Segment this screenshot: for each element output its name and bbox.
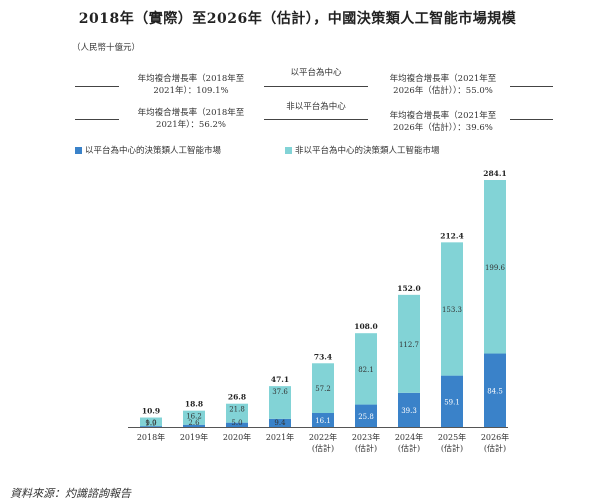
bar-platform — [226, 422, 248, 427]
cagr-rule — [264, 86, 368, 87]
cagr-rule — [510, 86, 553, 87]
data-label-total: 284.1 — [483, 169, 507, 178]
data-label-total: 10.9 — [142, 407, 160, 416]
category-label: (估計) — [355, 443, 377, 453]
category-label: 2023年 — [352, 432, 380, 442]
legend-label-platform: 以平台為中心的決策類人工智能市場 — [85, 146, 222, 156]
data-label-nonplatform: 21.8 — [229, 406, 245, 414]
bar-platform — [312, 413, 334, 427]
bar-platform — [140, 426, 162, 427]
data-label-total: 108.0 — [354, 322, 378, 331]
data-label-platform: 59.1 — [444, 398, 460, 406]
bar-nonplatform — [269, 386, 291, 419]
bar-nonplatform — [398, 294, 420, 393]
data-label-total: 212.4 — [440, 231, 464, 240]
cagr-nonplatform-hist-line1: 年均複合增長率（2018年至 — [137, 108, 245, 118]
data-label-platform: 16.1 — [315, 417, 331, 425]
bar-platform — [355, 404, 377, 427]
cagr-nonplatform-hist-line2: 2021年）：56.2% — [156, 120, 226, 130]
cagr-nonplatform-hist: 年均複合增長率（2018年至 2021年）：56.2% — [121, 107, 261, 131]
cagr-platform-hist-line1: 年均複合增長率（2018年至 — [137, 74, 245, 84]
bar-platform — [484, 353, 506, 427]
bar-platform — [183, 424, 205, 427]
data-label-platform: 2.6 — [188, 419, 200, 427]
data-label-total: 18.8 — [185, 400, 203, 409]
cagr-nonplatform-fcst-line1: 年均複合增長率（2021年至 — [389, 111, 497, 121]
data-label-nonplatform: 9.9 — [145, 420, 156, 428]
category-label: 2024年 — [395, 432, 423, 442]
cagr-nonplatform-fcst-line2: 2026年（估計））：39.6% — [393, 123, 493, 133]
data-label-platform: 84.5 — [487, 387, 503, 395]
bar-nonplatform — [312, 363, 334, 414]
cagr-platform-fcst-line2: 2026年（估計））：55.0% — [393, 86, 493, 96]
data-label-nonplatform: 153.3 — [442, 306, 462, 314]
bar-nonplatform — [226, 403, 248, 423]
data-label-total: 152.0 — [397, 284, 421, 293]
cagr-rule — [75, 86, 119, 87]
chart-title: 2018年（實際）至2026年（估計），中國決策類人工智能市場規模 — [78, 11, 517, 27]
data-label-platform: 39.3 — [401, 407, 417, 415]
data-label-nonplatform: 82.1 — [358, 366, 374, 374]
data-label-platform: 5.0 — [231, 419, 242, 427]
cagr-platform-fcst: 年均複合增長率（2021年至 2026年（估計））：55.0% — [377, 73, 509, 97]
bar-platform — [441, 375, 463, 427]
bar-nonplatform — [484, 180, 506, 354]
data-label-nonplatform: 57.2 — [315, 385, 331, 393]
cagr-nonplatform-fcst: 年均複合增長率（2021年至 2026年（估計））：39.6% — [377, 110, 509, 134]
category-label: 2022年 — [309, 432, 337, 442]
category-label: (估計) — [484, 443, 506, 453]
category-label: (估計) — [398, 443, 420, 453]
data-label-nonplatform: 199.6 — [485, 264, 506, 272]
source-note: 資料來源：灼識諮詢報告 — [10, 487, 131, 500]
data-label-platform: 1.0 — [145, 419, 156, 427]
legend-label-nonplatform: 非以平台為中心的決策類人工智能市場 — [295, 146, 440, 156]
bar-platform — [398, 392, 420, 427]
cagr-rule — [264, 119, 368, 120]
category-label: 2026年 — [481, 432, 509, 442]
cagr-platform-hist: 年均複合增長率（2018年至 2021年）：109.1% — [121, 73, 261, 97]
data-label-total: 73.4 — [314, 352, 332, 361]
category-label: 2025年 — [438, 432, 466, 442]
bar-nonplatform — [441, 242, 463, 376]
category-label: 2018年 — [137, 432, 165, 442]
legend-swatch-nonplatform — [285, 147, 292, 154]
data-label-nonplatform: 16.2 — [186, 413, 202, 421]
bar-nonplatform — [183, 410, 205, 425]
data-label-nonplatform: 112.7 — [399, 341, 419, 349]
unit-label: （人民幣十億元） — [72, 43, 141, 53]
data-label-total: 26.8 — [228, 393, 246, 402]
cagr-platform-fcst-line1: 年均複合增長率（2021年至 — [389, 74, 497, 84]
category-label: 2021年 — [266, 432, 294, 442]
data-label-total: 47.1 — [271, 375, 289, 384]
cagr-platform-header: 以平台為中心 — [290, 68, 342, 78]
bar-nonplatform — [140, 417, 162, 427]
category-label: (估計) — [441, 443, 463, 453]
cagr-rule — [75, 119, 119, 120]
data-label-nonplatform: 37.6 — [272, 388, 288, 396]
legend-swatch-platform — [75, 147, 82, 154]
category-label: (估計) — [312, 443, 334, 453]
category-label: 2020年 — [223, 432, 251, 442]
category-label: 2019年 — [180, 432, 208, 442]
cagr-rule — [510, 119, 553, 120]
cagr-nonplatform-header: 非以平台為中心 — [286, 102, 346, 112]
data-label-platform: 25.8 — [358, 413, 374, 421]
cagr-platform-hist-line2: 2021年）：109.1% — [153, 86, 229, 96]
bar-platform — [269, 418, 291, 427]
bar-nonplatform — [355, 333, 377, 405]
data-label-platform: 9.4 — [274, 419, 286, 427]
